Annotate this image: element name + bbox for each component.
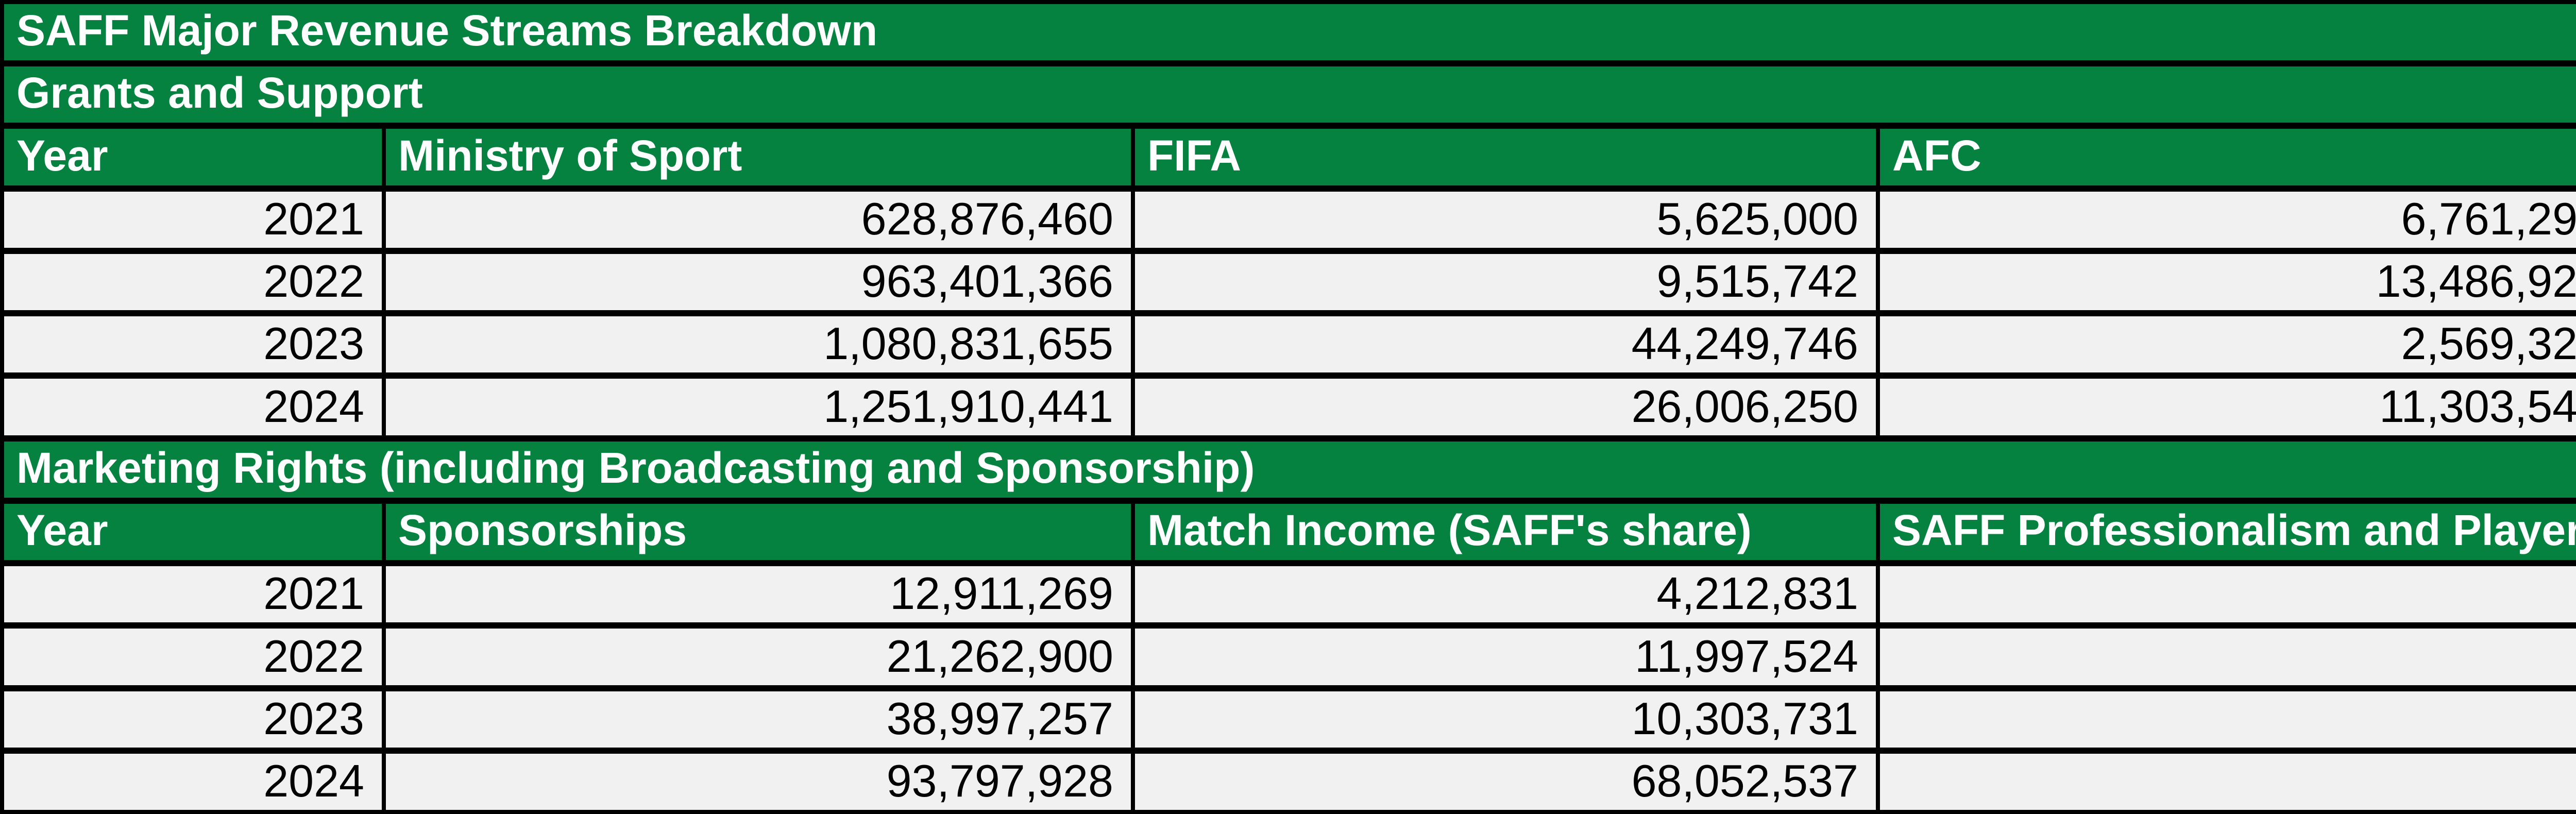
cell-afc[interactable]: 6,761,293 bbox=[1880, 191, 2576, 248]
cell-sponsorships[interactable]: 12,911,269 bbox=[386, 566, 1131, 623]
cell-match-income[interactable]: 11,997,524 bbox=[1135, 629, 1876, 685]
cell-year[interactable]: 2022 bbox=[4, 629, 382, 685]
table1-row-2021: 2021 628,876,460 5,625,000 6,761,293 bbox=[4, 191, 2576, 248]
cell-fifa[interactable]: 5,625,000 bbox=[1135, 191, 1876, 248]
cell-ministry[interactable]: 628,876,460 bbox=[386, 191, 1131, 248]
sheet-title: SAFF Major Revenue Streams Breakdown bbox=[16, 6, 878, 55]
cell-committee[interactable]: 1,689,242 bbox=[1880, 691, 2576, 748]
cell-ministry[interactable]: 1,080,831,655 bbox=[386, 316, 1131, 373]
cell-afc[interactable]: 2,569,324 bbox=[1880, 316, 2576, 373]
table1-row-2023: 2023 1,080,831,655 44,249,746 2,569,324 … bbox=[4, 316, 2576, 373]
cell-ministry[interactable]: 963,401,366 bbox=[386, 253, 1131, 311]
table2-header-committee[interactable]: SAFF Professionalism and Players' Status… bbox=[1880, 503, 2576, 561]
table1-header-ministry[interactable]: Ministry of Sport bbox=[386, 129, 1131, 185]
cell-afc[interactable]: 13,486,928 bbox=[1880, 253, 2576, 311]
cell-year[interactable]: 2022 bbox=[4, 253, 382, 311]
cell-fifa[interactable]: 9,515,742 bbox=[1135, 253, 1876, 311]
table1-header-fifa[interactable]: FIFA bbox=[1135, 129, 1876, 185]
cell-year[interactable]: 2023 bbox=[4, 691, 382, 748]
title-row: SAFF Major Revenue Streams Breakdown bbox=[4, 4, 2576, 61]
table2-header-match-income[interactable]: Match Income (SAFF's share) bbox=[1135, 503, 1876, 561]
cell-year[interactable]: 2024 bbox=[4, 753, 382, 810]
table1-row-2022: 2022 963,401,366 9,515,742 13,486,928 1,… bbox=[4, 253, 2576, 311]
cell-match-income[interactable]: 4,212,831 bbox=[1135, 566, 1876, 623]
table1-row-2024: 2024 1,251,910,441 26,006,250 11,303,540… bbox=[4, 379, 2576, 435]
cell-match-income[interactable]: 10,303,731 bbox=[1135, 691, 1876, 748]
section2-heading-cell[interactable]: Marketing Rights (including Broadcasting… bbox=[4, 441, 2576, 498]
cell-year[interactable]: 2023 bbox=[4, 316, 382, 373]
cell-committee[interactable]: 926,981 bbox=[1880, 753, 2576, 810]
table2-header-year[interactable]: Year bbox=[4, 503, 382, 561]
cell-fifa[interactable]: 26,006,250 bbox=[1135, 379, 1876, 435]
cell-sponsorships[interactable]: 21,262,900 bbox=[386, 629, 1131, 685]
cell-match-income[interactable]: 68,052,537 bbox=[1135, 753, 1876, 810]
cell-fifa[interactable]: 44,249,746 bbox=[1135, 316, 1876, 373]
table2-header-row: Year Sponsorships Match Income (SAFF's s… bbox=[4, 503, 2576, 561]
table1-header-row: Year Ministry of Sport FIFA AFC WAFF bbox=[4, 129, 2576, 185]
cell-year[interactable]: 2021 bbox=[4, 566, 382, 623]
section2-heading-row: Marketing Rights (including Broadcasting… bbox=[4, 441, 2576, 498]
cell-committee[interactable]: 2,680,804 bbox=[1880, 629, 2576, 685]
table2-row-2021: 2021 12,911,269 4,212,831 1,448,295 bbox=[4, 566, 2576, 623]
cell-afc[interactable]: 11,303,540 bbox=[1880, 379, 2576, 435]
cell-sponsorships[interactable]: 38,997,257 bbox=[386, 691, 1131, 748]
table1-header-year[interactable]: Year bbox=[4, 129, 382, 185]
cell-year[interactable]: 2024 bbox=[4, 379, 382, 435]
section2-heading: Marketing Rights (including Broadcasting… bbox=[16, 443, 1255, 492]
section1-heading: Grants and Support bbox=[16, 69, 423, 117]
cell-committee[interactable]: 1,448,295 bbox=[1880, 566, 2576, 623]
cell-sponsorships[interactable]: 93,797,928 bbox=[386, 753, 1131, 810]
cell-ministry[interactable]: 1,251,910,441 bbox=[386, 379, 1131, 435]
section1-heading-cell[interactable]: Grants and Support bbox=[4, 66, 2576, 123]
table2-row-2024: 2024 93,797,928 68,052,537 926,981 bbox=[4, 753, 2576, 810]
section1-heading-row: Grants and Support bbox=[4, 66, 2576, 123]
table2-row-2023: 2023 38,997,257 10,303,731 1,689,242 bbox=[4, 691, 2576, 748]
cell-year[interactable]: 2021 bbox=[4, 191, 382, 248]
table1-header-afc[interactable]: AFC bbox=[1880, 129, 2576, 185]
table2-row-2022: 2022 21,262,900 11,997,524 2,680,804 bbox=[4, 629, 2576, 685]
table2-header-sponsorships[interactable]: Sponsorships bbox=[386, 503, 1131, 561]
sheet-title-cell[interactable]: SAFF Major Revenue Streams Breakdown bbox=[4, 4, 2576, 61]
